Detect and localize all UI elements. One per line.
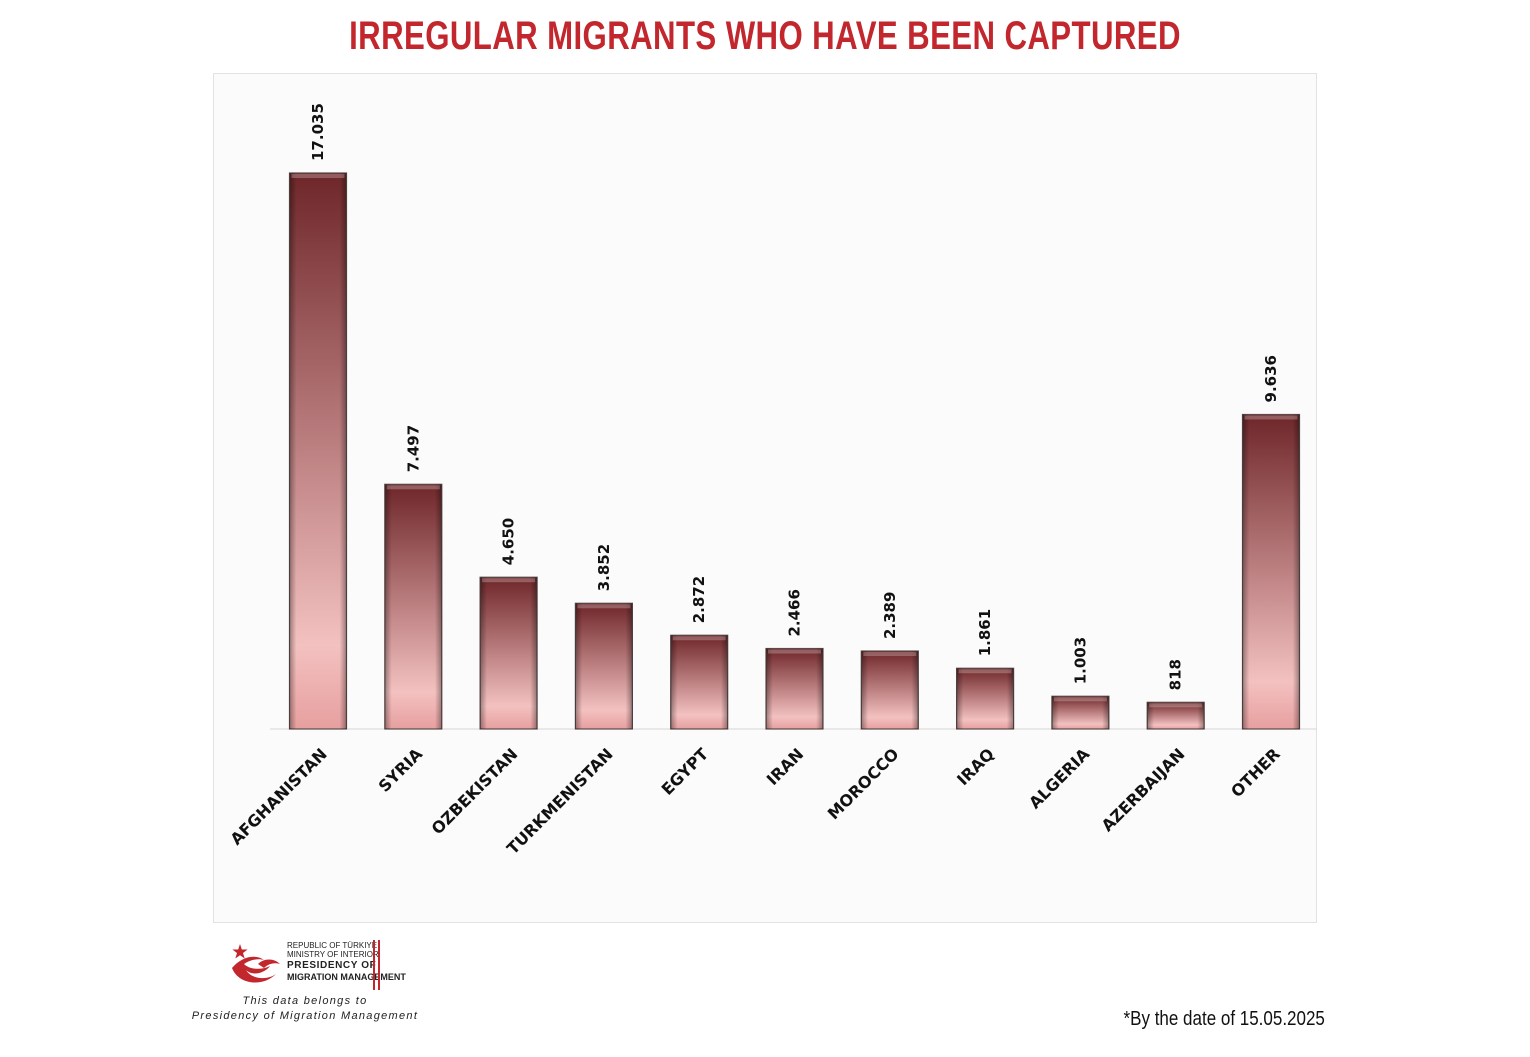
- page-title: IRREGULAR MIGRANTS WHO HAVE BEEN CAPTURE…: [349, 14, 1181, 58]
- x-tick-label: ALGERIA: [1025, 744, 1094, 813]
- logo-divider: [373, 940, 375, 990]
- data-label: 1.003: [1071, 637, 1089, 684]
- bar-iran: [765, 647, 824, 730]
- x-tick-label: TURKMENISTAN: [503, 744, 617, 858]
- bar-azerbaijan: [1146, 701, 1205, 730]
- x-tick-label: IRAQ: [953, 744, 998, 789]
- bar-other: [1241, 413, 1301, 730]
- data-label: 2.466: [786, 589, 804, 636]
- data-label: 9.636: [1262, 355, 1280, 402]
- data-label: 17.035: [309, 103, 327, 161]
- data-label: 7.497: [404, 425, 422, 472]
- x-tick-label: MOROCCO: [824, 744, 903, 823]
- bar-turkmenistan: [574, 602, 634, 730]
- data-ownership-note: This data belongs to Presidency of Migra…: [150, 994, 460, 1024]
- data-label: 818: [1167, 659, 1185, 690]
- bar-iraq: [955, 667, 1015, 730]
- bar-morocco: [860, 650, 919, 730]
- ownership-line-2: Presidency of Migration Management: [191, 1010, 419, 1022]
- org-country-line: REPUBLIC OF TÜRKIYE: [287, 941, 378, 950]
- data-label: 2.872: [690, 576, 708, 623]
- x-tick-label: OZBEKISTAN: [428, 744, 522, 838]
- data-label: 2.389: [881, 592, 899, 639]
- x-tick-label: EGYPT: [658, 744, 712, 798]
- x-tick-label: AZERBAIJAN: [1098, 744, 1189, 835]
- x-tick-label: SYRIA: [375, 744, 427, 796]
- x-tick-label: IRAN: [763, 744, 808, 789]
- x-tick-label: OTHER: [1227, 744, 1284, 801]
- data-label: 3.852: [595, 544, 613, 591]
- crescent-star-icon: [232, 944, 280, 983]
- org-ministry-line: MINISTRY OF INTERIOR: [287, 950, 379, 959]
- bar-afghanistan: [288, 172, 348, 730]
- bar-egypt: [670, 634, 729, 730]
- org-migration-line: MIGRATION MANAGEMENT: [287, 972, 406, 982]
- date-note: *By the date of 15.05.2025: [1123, 1008, 1325, 1030]
- organization-logo: REPUBLIC OF TÜRKIYE MINISTRY OF INTERIOR…: [228, 940, 406, 996]
- data-label: 4.650: [500, 518, 518, 565]
- data-label: 1.861: [976, 609, 994, 656]
- org-presidency-line: PRESIDENCY OF: [287, 960, 377, 971]
- logo-divider: [378, 940, 380, 990]
- x-tick-label: AFGHANISTAN: [227, 744, 331, 848]
- bar-algeria: [1051, 695, 1110, 730]
- bar-syria: [384, 483, 443, 730]
- bar-ozbekistan: [479, 576, 538, 730]
- ownership-line-1: This data belongs to: [242, 995, 368, 1007]
